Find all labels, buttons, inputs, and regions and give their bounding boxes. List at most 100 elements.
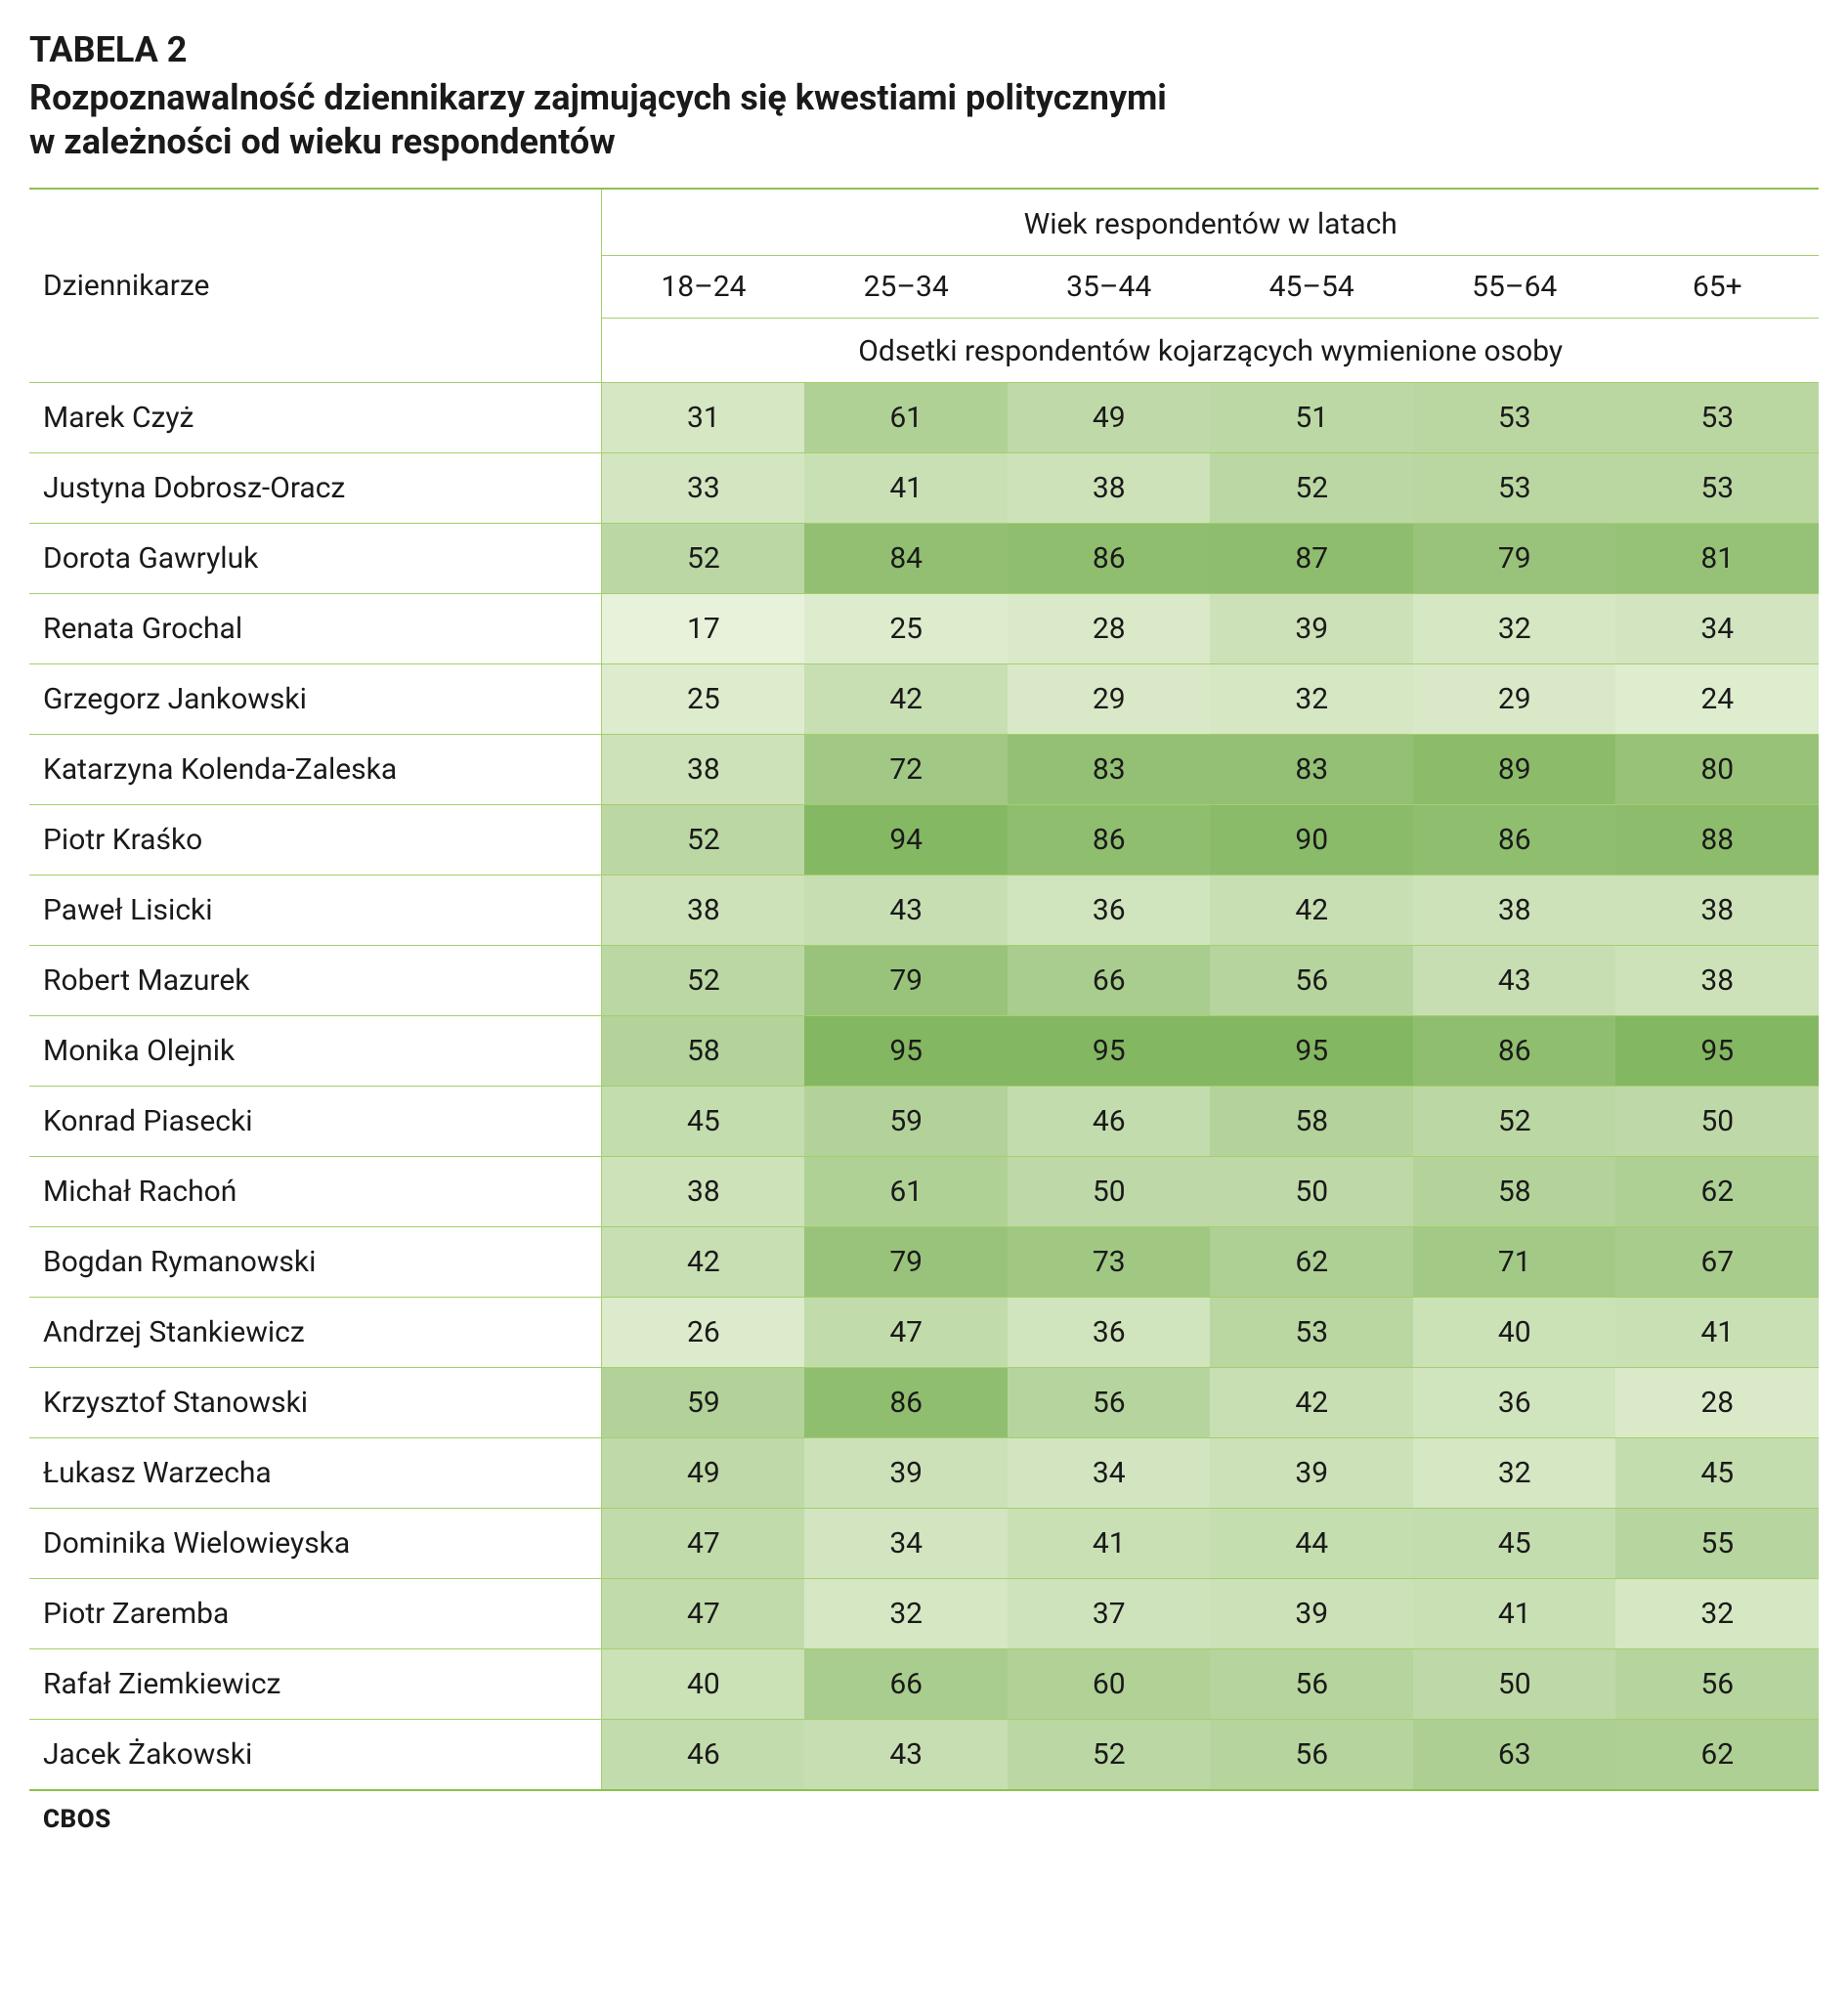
journalist-name: Rafał Ziemkiewicz [29, 1649, 602, 1720]
table-row: Konrad Piasecki455946585250 [29, 1087, 1819, 1157]
value-cell: 62 [1615, 1157, 1819, 1227]
value-cell: 28 [1615, 1368, 1819, 1438]
table-row: Piotr Zaremba473237394132 [29, 1579, 1819, 1649]
journalist-name: Monika Olejnik [29, 1016, 602, 1087]
value-cell: 43 [1413, 946, 1616, 1016]
value-cell: 79 [1413, 524, 1616, 594]
header-journalists: Dziennikarze [29, 189, 602, 383]
value-cell: 95 [1008, 1016, 1211, 1087]
journalist-name: Piotr Zaremba [29, 1579, 602, 1649]
value-cell: 45 [602, 1087, 805, 1157]
value-cell: 36 [1413, 1368, 1616, 1438]
footer-brand: CBOS [29, 1805, 1819, 1834]
value-cell: 32 [1413, 594, 1616, 664]
value-cell: 47 [602, 1579, 805, 1649]
recognition-table: Dziennikarze Wiek respondentów w latach … [29, 188, 1819, 1791]
value-cell: 95 [1210, 1016, 1413, 1087]
value-cell: 52 [602, 946, 805, 1016]
value-cell: 32 [1615, 1579, 1819, 1649]
value-cell: 46 [602, 1720, 805, 1791]
value-cell: 53 [1413, 453, 1616, 524]
value-cell: 25 [602, 664, 805, 735]
journalist-name: Justyna Dobrosz-Oracz [29, 453, 602, 524]
value-cell: 81 [1615, 524, 1819, 594]
value-cell: 41 [1413, 1579, 1616, 1649]
table-row: Katarzyna Kolenda-Zaleska387283838980 [29, 735, 1819, 805]
value-cell: 90 [1210, 805, 1413, 876]
value-cell: 41 [1008, 1509, 1211, 1579]
value-cell: 38 [602, 735, 805, 805]
value-cell: 39 [1210, 1579, 1413, 1649]
value-cell: 42 [1210, 1368, 1413, 1438]
journalist-name: Piotr Kraśko [29, 805, 602, 876]
value-cell: 50 [1413, 1649, 1616, 1720]
journalist-name: Paweł Lisicki [29, 876, 602, 946]
value-cell: 46 [1008, 1087, 1211, 1157]
value-cell: 79 [804, 1227, 1008, 1298]
value-cell: 52 [1210, 453, 1413, 524]
value-cell: 66 [1008, 946, 1211, 1016]
value-cell: 58 [1210, 1087, 1413, 1157]
value-cell: 58 [1413, 1157, 1616, 1227]
value-cell: 41 [804, 453, 1008, 524]
header-age-col: 65+ [1615, 256, 1819, 319]
value-cell: 36 [1008, 876, 1211, 946]
value-cell: 95 [1615, 1016, 1819, 1087]
value-cell: 71 [1413, 1227, 1616, 1298]
value-cell: 33 [602, 453, 805, 524]
value-cell: 39 [1210, 1438, 1413, 1509]
journalist-name: Andrzej Stankiewicz [29, 1298, 602, 1368]
value-cell: 25 [804, 594, 1008, 664]
value-cell: 41 [1615, 1298, 1819, 1368]
value-cell: 38 [602, 876, 805, 946]
value-cell: 83 [1008, 735, 1211, 805]
value-cell: 39 [804, 1438, 1008, 1509]
journalist-name: Renata Grochal [29, 594, 602, 664]
value-cell: 32 [804, 1579, 1008, 1649]
value-cell: 95 [804, 1016, 1008, 1087]
journalist-name: Michał Rachoń [29, 1157, 602, 1227]
value-cell: 32 [1210, 664, 1413, 735]
table-row: Piotr Kraśko529486908688 [29, 805, 1819, 876]
value-cell: 45 [1413, 1509, 1616, 1579]
value-cell: 86 [1413, 1016, 1616, 1087]
value-cell: 87 [1210, 524, 1413, 594]
value-cell: 38 [1008, 453, 1211, 524]
journalist-name: Robert Mazurek [29, 946, 602, 1016]
table-row: Justyna Dobrosz-Oracz334138525353 [29, 453, 1819, 524]
value-cell: 36 [1008, 1298, 1211, 1368]
journalist-name: Konrad Piasecki [29, 1087, 602, 1157]
header-sub: Odsetki respondentów kojarzących wymieni… [602, 319, 1819, 383]
value-cell: 40 [1413, 1298, 1616, 1368]
journalist-name: Jacek Żakowski [29, 1720, 602, 1791]
header-age-col: 45–54 [1210, 256, 1413, 319]
value-cell: 61 [804, 1157, 1008, 1227]
value-cell: 44 [1210, 1509, 1413, 1579]
value-cell: 34 [1008, 1438, 1211, 1509]
table-row: Monika Olejnik589595958695 [29, 1016, 1819, 1087]
value-cell: 73 [1008, 1227, 1211, 1298]
table-row: Marek Czyż316149515353 [29, 383, 1819, 453]
value-cell: 38 [1615, 946, 1819, 1016]
value-cell: 24 [1615, 664, 1819, 735]
value-cell: 43 [804, 876, 1008, 946]
value-cell: 66 [804, 1649, 1008, 1720]
value-cell: 79 [804, 946, 1008, 1016]
value-cell: 84 [804, 524, 1008, 594]
table-row: Michał Rachoń386150505862 [29, 1157, 1819, 1227]
table-row: Krzysztof Stanowski598656423628 [29, 1368, 1819, 1438]
value-cell: 38 [602, 1157, 805, 1227]
journalist-name: Łukasz Warzecha [29, 1438, 602, 1509]
table-body: Marek Czyż316149515353Justyna Dobrosz-Or… [29, 383, 1819, 1791]
journalist-name: Marek Czyż [29, 383, 602, 453]
value-cell: 55 [1615, 1509, 1819, 1579]
table-row: Rafał Ziemkiewicz406660565056 [29, 1649, 1819, 1720]
value-cell: 49 [602, 1438, 805, 1509]
journalist-name: Katarzyna Kolenda-Zaleska [29, 735, 602, 805]
value-cell: 26 [602, 1298, 805, 1368]
table-label: TABELA 2 [29, 29, 1819, 70]
table-header: Dziennikarze Wiek respondentów w latach … [29, 189, 1819, 383]
header-age-col: 55–64 [1413, 256, 1616, 319]
value-cell: 53 [1615, 453, 1819, 524]
value-cell: 80 [1615, 735, 1819, 805]
